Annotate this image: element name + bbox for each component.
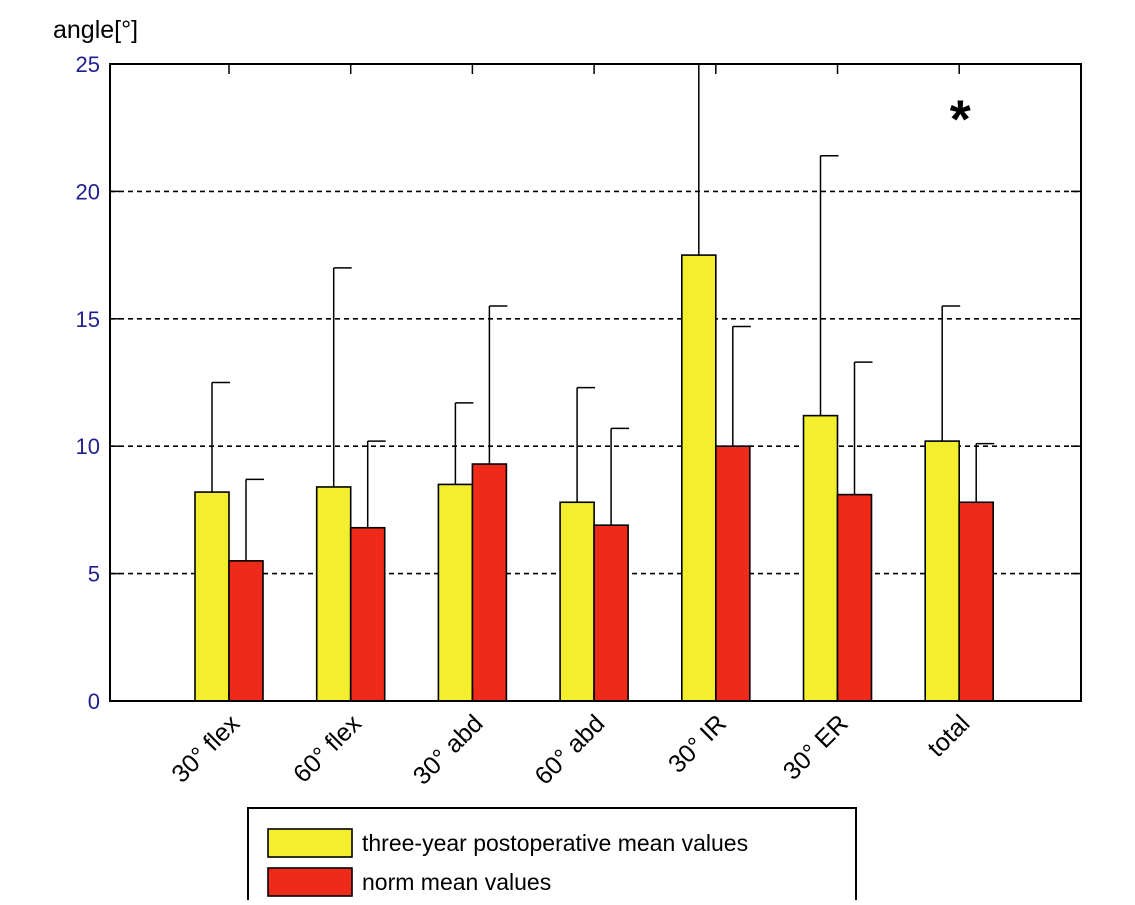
bar-postoperative bbox=[437, 483, 474, 702]
y-tick-label: 10 bbox=[76, 434, 100, 459]
axis-ticks bbox=[110, 63, 1081, 702]
y-axis-label: angle[°] bbox=[53, 16, 138, 44]
bar-postoperative bbox=[559, 501, 595, 702]
bar-postoperative bbox=[924, 440, 961, 702]
legend-swatch-norm bbox=[267, 867, 353, 897]
bar-norm bbox=[228, 560, 264, 702]
y-tick-label: 0 bbox=[88, 689, 100, 714]
y-tick-label: 25 bbox=[76, 52, 100, 77]
bar-norm bbox=[471, 463, 508, 702]
legend-label-norm: norm mean values bbox=[362, 869, 551, 895]
y-tick-label: 20 bbox=[76, 179, 100, 204]
bar-postoperative bbox=[194, 491, 230, 702]
significance-asterisk: * bbox=[950, 90, 971, 150]
bar-norm bbox=[349, 526, 386, 702]
bar-norm bbox=[714, 445, 751, 702]
bar-postoperative bbox=[680, 254, 717, 702]
plot-area-frame bbox=[109, 63, 1082, 702]
bar-norm bbox=[593, 524, 629, 702]
bars bbox=[194, 254, 995, 702]
legend-label-postoperative: three-year postoperative mean values bbox=[362, 830, 748, 856]
bar-norm bbox=[958, 501, 995, 702]
y-tick-label: 5 bbox=[88, 562, 100, 587]
bar-norm bbox=[836, 493, 873, 702]
error-bars bbox=[211, 64, 995, 561]
bar-postoperative bbox=[802, 414, 839, 702]
y-tick-label: 15 bbox=[76, 307, 100, 332]
bar-postoperative bbox=[315, 486, 352, 702]
legend-swatch-postoperative bbox=[267, 828, 353, 858]
legend: three-year postoperative mean values norm… bbox=[247, 807, 857, 905]
annotations: * bbox=[950, 90, 971, 150]
